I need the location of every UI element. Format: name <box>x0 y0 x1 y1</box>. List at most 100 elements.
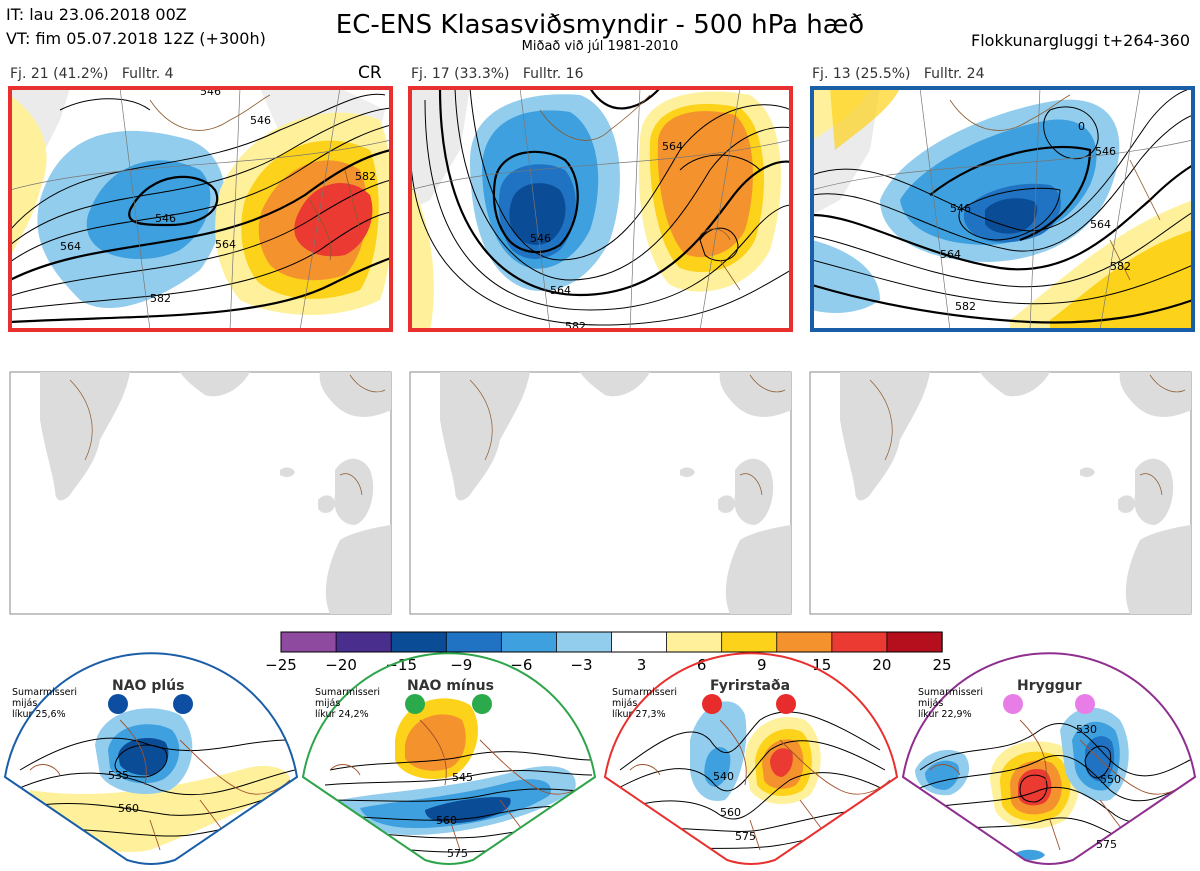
regime-nao-plus: 535 560 NAO plús Sumarmisseri mijás líku… <box>3 652 299 865</box>
cluster-1-rep: Fulltr. 4 <box>121 66 174 82</box>
cluster-2-contour-label-1: 546 <box>530 232 551 245</box>
regime-1-contour-label-1: 535 <box>108 769 129 782</box>
regime-1-dot-left <box>108 694 128 714</box>
cluster-2-contour-label-3: 564 <box>662 140 683 153</box>
colorbar-swatch <box>390 631 447 653</box>
regime-ridge: 530 550 575 Hryggur Sumarmisseri mijás l… <box>901 652 1197 865</box>
regime-3-note-3: líkur 27,3% <box>612 709 666 720</box>
regime-3-name: Fyrirstaða <box>710 678 790 694</box>
colorbar-tick-label: 20 <box>872 656 891 674</box>
regime-4-frame <box>901 652 1197 865</box>
cluster-3-label: Fj. 13 (25.5%) Fulltr. 24 <box>812 66 985 82</box>
cluster-1-contour-label-6: 582 <box>355 170 376 183</box>
regime-4-dot-right <box>1075 694 1095 714</box>
regime-1-contour-label-2: 560 <box>118 802 139 815</box>
page-title: EC-ENS Klasasviðsmyndir - 500 hPa hæð <box>335 10 865 40</box>
cluster-2-contour-label-2: 564 <box>550 284 571 297</box>
cluster-3-contour-label-7: 582 <box>1110 260 1131 273</box>
regime-2-note-2: mijás <box>315 698 340 709</box>
blank-map-1 <box>9 371 392 615</box>
regime-blocking: 540 560 575 Fyrirstaða Sumarmisseri mijá… <box>603 652 899 865</box>
colorbar-swatch <box>831 631 888 653</box>
cluster-1-extra: CR <box>358 63 382 83</box>
colorbar-tick-label: −9 <box>450 656 472 674</box>
regime-3-frame <box>603 652 899 865</box>
regime-4-dot-left <box>1003 694 1023 714</box>
regime-1-name: NAO plús <box>112 678 184 694</box>
regime-3-contour-label-3: 575 <box>735 830 756 843</box>
cluster-1-frame <box>8 86 393 332</box>
cluster-3-contour-label-6: 582 <box>955 300 976 313</box>
regime-nao-minus: 545 560 575 NAO mínus Sumarmisseri mijás… <box>301 652 597 865</box>
colorbar-tick-label: −20 <box>325 656 357 674</box>
cluster-3-contour-label-2: 546 <box>1095 145 1116 158</box>
regime-2-contour-label-3: 575 <box>447 847 468 860</box>
regime-4-note-3: líkur 22,9% <box>918 709 972 720</box>
colorbar-tick-label: 25 <box>932 656 951 674</box>
regime-4-note-2: mijás <box>918 698 943 709</box>
init-time: IT: lau 23.06.2018 00Z <box>6 5 187 24</box>
regime-2-contour-label-2: 560 <box>436 814 457 827</box>
cluster-2-rep: Fulltr. 16 <box>522 66 584 82</box>
regime-1-dot-right <box>173 694 193 714</box>
colorbar-swatch <box>500 631 558 653</box>
page-subtitle: Miðað við júl 1981-2010 <box>521 39 679 54</box>
cluster-1-contour-label-5: 582 <box>150 292 171 305</box>
cluster-2-contour-label-4: 582 <box>565 320 586 333</box>
regime-1-note-1: Sumarmisseri <box>12 687 77 698</box>
regime-4-contour-label-2: 550 <box>1100 773 1121 786</box>
regime-1-frame <box>3 652 299 865</box>
cluster-1-contour-label-4: 564 <box>215 238 236 251</box>
colorbar-swatches <box>280 631 943 653</box>
regime-1-note-2: mijás <box>12 698 37 709</box>
regime-2-frame <box>301 652 597 865</box>
cluster-3-size: Fj. 13 (25.5%) <box>812 66 911 82</box>
regime-4-contour-label-1: 530 <box>1076 723 1097 736</box>
cluster-1-contour-label-7: 546 <box>200 85 221 98</box>
colorbar-swatch <box>776 631 833 653</box>
cluster-1-map: 546 546 564 564 582 582 546 <box>10 85 391 330</box>
colorbar-swatch <box>556 631 613 653</box>
regime-2-dot-right <box>472 694 492 714</box>
colorbar-swatch <box>445 631 503 653</box>
regime-2-note-1: Sumarmisseri <box>315 687 380 698</box>
cluster-1-label: Fj. 21 (41.2%) Fulltr. 4 <box>10 66 174 82</box>
colorbar-tick-label: 6 <box>697 656 707 674</box>
regime-4-note-1: Sumarmisseri <box>918 687 983 698</box>
regime-2-dot-left <box>405 694 425 714</box>
colorbar-labels: −25 −20 −15 −9 −6 −3 3 6 9 15 20 25 <box>265 656 951 674</box>
regime-3-note-2: mijás <box>612 698 637 709</box>
colorbar-swatch <box>280 631 337 653</box>
valid-time: VT: fim 05.07.2018 12Z (+300h) <box>6 29 266 48</box>
colorbar-tick-label: 9 <box>757 656 767 674</box>
regime-4-contour-label-3: 575 <box>1096 838 1117 851</box>
cluster-3-contour-label-4: 564 <box>940 248 961 261</box>
regime-1-note-3: líkur 25,6% <box>12 709 66 720</box>
colorbar-swatch <box>666 631 723 653</box>
colorbar: −25 −20 −15 −9 −6 −3 3 6 9 15 20 25 <box>265 631 952 674</box>
cluster-2-map: 546 564 564 582 <box>410 88 791 333</box>
cluster-3-contour-label-1: 0 <box>1078 120 1085 133</box>
cluster-1-contour-label-1: 546 <box>155 212 176 225</box>
colorbar-tick-label: −3 <box>570 656 592 674</box>
cluster-3-frame <box>810 86 1195 332</box>
cluster-3-rep: Fulltr. 24 <box>923 66 985 82</box>
regime-3-dot-right <box>776 694 796 714</box>
regime-2-note-3: líkur 24,2% <box>315 709 369 720</box>
colorbar-swatch <box>335 631 392 653</box>
cluster-2-size: Fj. 17 (33.3%) <box>411 66 510 82</box>
colorbar-swatch <box>886 631 943 653</box>
regime-2-name: NAO mínus <box>407 678 494 694</box>
classification-window: Flokkunargluggi t+264-360 <box>971 31 1190 50</box>
blank-map-3 <box>809 371 1192 615</box>
colorbar-swatch <box>611 631 668 653</box>
regime-3-contour-label-1: 540 <box>713 770 734 783</box>
cluster-2-label: Fj. 17 (33.3%) Fulltr. 16 <box>411 66 584 82</box>
regime-4-name: Hryggur <box>1017 678 1082 694</box>
cluster-3-contour-label-5: 564 <box>1090 218 1111 231</box>
regime-3-note-1: Sumarmisseri <box>612 687 677 698</box>
colorbar-swatch <box>721 631 778 653</box>
regime-3-contour-label-2: 560 <box>720 806 741 819</box>
cluster-3-contour-label-3: 546 <box>950 202 971 215</box>
